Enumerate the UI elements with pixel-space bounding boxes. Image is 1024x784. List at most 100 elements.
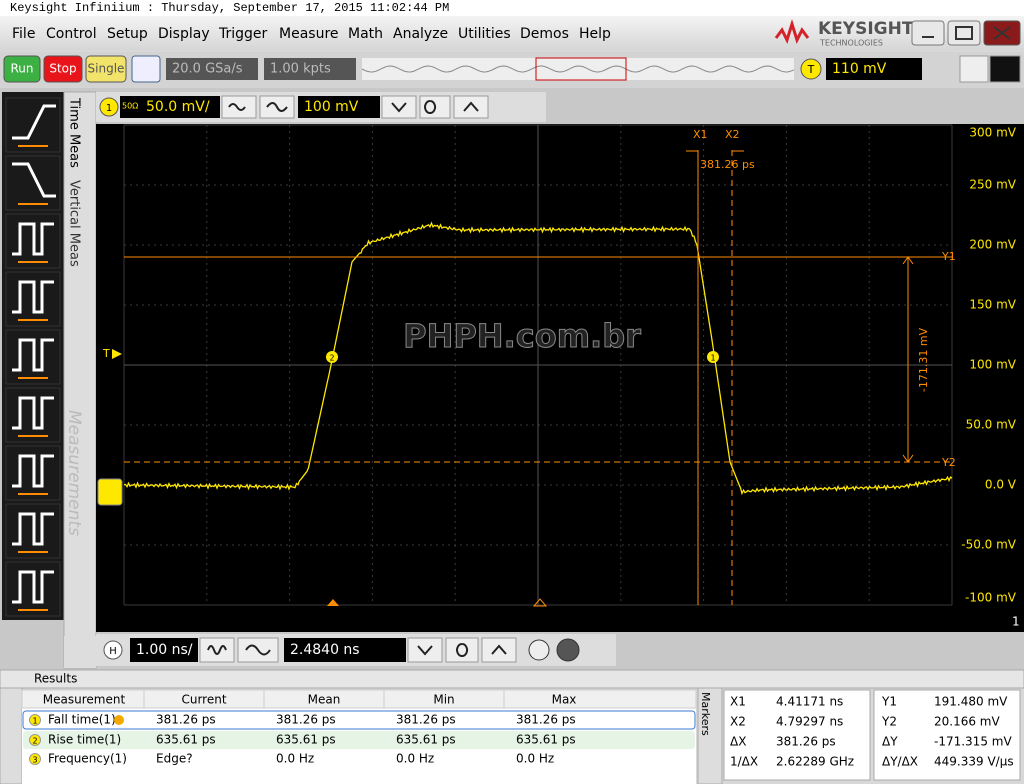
y2-label: Y2	[941, 456, 956, 469]
menu-item[interactable]: Measure	[279, 26, 339, 42]
menu-item[interactable]: Demos	[520, 26, 569, 42]
timebase-down[interactable]	[199, 637, 235, 663]
run-label: Run	[10, 62, 33, 76]
menu-item[interactable]: Analyze	[393, 26, 448, 42]
icon-wave	[12, 512, 54, 546]
ground-marker[interactable]	[97, 478, 123, 506]
horizontal-position: 2.4840 ns	[290, 642, 360, 658]
delta-y: -171.31 mV	[917, 327, 930, 392]
y-axis-label: 50.0 mV	[966, 418, 1017, 432]
trigger-level: 110 mV	[832, 61, 887, 77]
position-zero[interactable]	[445, 637, 479, 663]
result-value: 381.26 ps	[516, 713, 576, 727]
column-header: Max	[552, 693, 577, 707]
trigger-arrow	[112, 349, 122, 359]
minimize-button[interactable]	[911, 20, 945, 46]
timebase-box[interactable]	[130, 638, 198, 662]
marker-value: 381.26 ps	[776, 735, 836, 749]
menu-item[interactable]: Utilities	[458, 26, 511, 42]
results-header	[0, 669, 1024, 689]
result-value: 635.61 ps	[516, 733, 576, 747]
measurement-name: Frequency(1)	[48, 752, 127, 766]
x1-label: X1	[693, 128, 708, 141]
y-axis-label: 250 mV	[969, 178, 1016, 192]
memory-box	[264, 58, 356, 80]
position-right[interactable]	[481, 637, 517, 663]
channel-indicator: 1	[1012, 615, 1020, 629]
overview-window	[535, 57, 627, 81]
menu-item[interactable]: Help	[579, 26, 611, 42]
marker-name: ΔY/ΔX	[882, 755, 918, 769]
tool-button[interactable]	[959, 55, 989, 83]
menu-item[interactable]: File	[12, 26, 35, 42]
menu-item[interactable]: Display	[158, 26, 210, 42]
row-index: 3	[32, 756, 37, 765]
logo-sub: TECHNOLOGIES	[819, 39, 883, 48]
maximize-button[interactable]	[947, 20, 981, 46]
channel-badge[interactable]	[99, 97, 119, 117]
trigger-label: T	[807, 63, 815, 76]
horizontal-badge[interactable]	[103, 640, 123, 660]
position-left[interactable]	[407, 637, 443, 663]
menu-item[interactable]: Control	[46, 26, 97, 42]
marker-value: 191.480 mV	[934, 695, 1008, 709]
y-markers-panel	[873, 689, 1021, 781]
position-box[interactable]	[284, 638, 406, 662]
single-label: Single	[88, 62, 125, 76]
sample-rate-box	[166, 58, 258, 80]
collapse-button[interactable]	[64, 636, 96, 668]
marker-value: -171.315 mV	[934, 735, 1012, 749]
offset-box[interactable]	[298, 96, 380, 118]
column-header: Measurement	[43, 693, 126, 707]
menu-bar	[0, 16, 1024, 50]
timebase-up[interactable]	[237, 637, 279, 663]
icon-wave	[12, 338, 54, 372]
status-dot	[114, 715, 124, 725]
result-row[interactable]	[23, 750, 695, 768]
result-value: Edge?	[156, 752, 193, 766]
menu-item[interactable]: Trigger	[218, 26, 268, 42]
menu-item[interactable]: Math	[348, 26, 383, 42]
channel-scale-box[interactable]	[120, 96, 220, 118]
column-header: Mean	[308, 693, 341, 707]
run-button[interactable]	[3, 55, 41, 83]
offset-up[interactable]	[453, 95, 489, 119]
overview-trace	[361, 65, 795, 73]
result-value: 381.26 ps	[156, 713, 216, 727]
row-badge	[29, 734, 41, 746]
channel-offset: 100 mV	[304, 99, 359, 115]
menu-item[interactable]: Setup	[107, 26, 148, 42]
memory-depth: 1.00 kpts	[270, 62, 331, 77]
tab-time-meas[interactable]: Time Meas	[67, 97, 82, 168]
trigger-level-box[interactable]	[826, 58, 922, 80]
waveform-trace	[124, 221, 953, 496]
single-button[interactable]	[85, 55, 127, 83]
marker-value: 4.79297 ns	[776, 715, 843, 729]
zoom-knob[interactable]	[556, 638, 580, 662]
offset-down[interactable]	[381, 95, 417, 119]
x2-label: X2	[725, 128, 740, 141]
timebase-scale: 1.00 ns/	[136, 642, 193, 658]
icon-wave	[12, 570, 54, 604]
trigger-badge[interactable]	[800, 58, 822, 80]
autoscale-button[interactable]	[131, 55, 161, 83]
stop-button[interactable]	[43, 55, 83, 83]
result-row[interactable]	[22, 710, 696, 730]
result-row[interactable]	[23, 731, 695, 749]
scale-down[interactable]	[221, 95, 257, 119]
channel-impedance: 50Ω	[122, 102, 138, 111]
result-value: 381.26 ps	[396, 713, 456, 727]
edge-marker-label: 1	[710, 354, 715, 363]
scope-display	[96, 124, 1024, 632]
window-icons	[922, 26, 1011, 40]
tab-vertical-meas[interactable]: Vertical Meas	[67, 180, 82, 267]
zoom-button[interactable]	[528, 639, 550, 661]
icon-wave	[12, 396, 54, 430]
icon-wave	[12, 454, 54, 488]
result-value: 635.61 ps	[396, 733, 456, 747]
y-axis-label: 100 mV	[969, 358, 1016, 372]
results-tab	[0, 687, 23, 784]
bar-icons	[228, 100, 479, 114]
measure-button[interactable]	[989, 55, 1021, 83]
